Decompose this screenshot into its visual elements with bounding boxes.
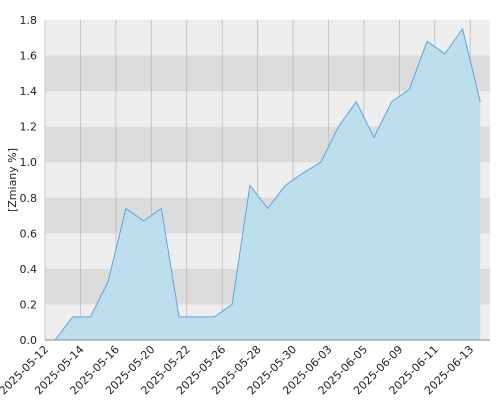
y-tick-label: 0.0 xyxy=(20,334,38,347)
y-tick-label: 1.0 xyxy=(20,156,38,169)
y-tick-label: 0.2 xyxy=(20,298,38,311)
grid-band xyxy=(45,20,490,56)
y-tick-label: 0.4 xyxy=(20,263,38,276)
y-tick-label: 1.4 xyxy=(20,85,38,98)
y-tick-label: 1.8 xyxy=(20,14,38,27)
y-tick-label: 0.6 xyxy=(20,227,38,240)
y-tick-label: 1.6 xyxy=(20,50,38,63)
y-tick-label: 0.8 xyxy=(20,192,38,205)
y-axis-label: [Zmiany %] xyxy=(6,148,19,212)
y-tick-label: 1.2 xyxy=(20,121,38,134)
line xyxy=(54,27,481,341)
area xyxy=(55,28,481,341)
